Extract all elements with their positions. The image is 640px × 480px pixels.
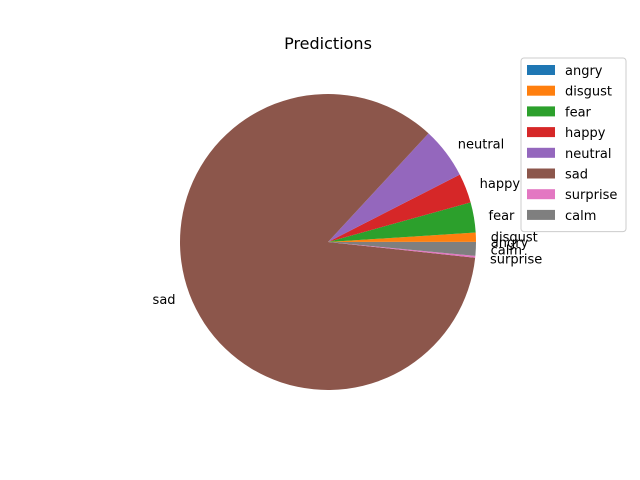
slice-label-surprise: surprise — [490, 252, 542, 267]
pie-slice-fear — [328, 202, 476, 242]
pie-slice-surprise — [328, 242, 476, 258]
slice-label-fear: fear — [489, 209, 516, 224]
legend-label-sad: sad — [565, 168, 588, 183]
legend-swatch-surprise — [527, 189, 555, 200]
legend-label-surprise: surprise — [565, 188, 617, 203]
pie-slice-happy — [328, 174, 471, 242]
legend-swatch-disgust — [527, 85, 555, 96]
slice-label-sad: sad — [153, 293, 176, 308]
legend-swatch-happy — [527, 127, 555, 138]
chart-title: Predictions — [284, 34, 372, 53]
legend-swatch-neutral — [527, 147, 555, 158]
slice-label-happy: happy — [480, 177, 521, 192]
pie-slice-disgust — [328, 232, 476, 242]
legend-swatch-angry — [527, 65, 555, 75]
legend-swatch-sad — [527, 168, 555, 179]
pie-slices — [179, 94, 476, 390]
legend-label-disgust: disgust — [565, 85, 612, 100]
legend-label-fear: fear — [565, 105, 592, 120]
legend-swatch-calm — [527, 209, 555, 220]
legend: angry disgust fear happy neutral sad surprise c… — [520, 57, 627, 233]
slice-label-angry: angry — [491, 236, 529, 251]
pie-slice-sad — [179, 94, 476, 390]
legend-swatch-fear — [527, 106, 555, 117]
legend-label-neutral: neutral — [565, 147, 612, 162]
legend-label-angry: angry — [565, 64, 603, 79]
slice-label-disgust: disgust — [491, 231, 538, 246]
legend-label-calm: calm — [565, 209, 596, 224]
slice-label-calm: calm — [491, 244, 522, 259]
pie-slice-neutral — [328, 133, 460, 242]
pie-slice-calm — [328, 242, 476, 256]
legend-frame — [520, 57, 627, 233]
slice-label-neutral: neutral — [458, 138, 505, 153]
legend-label-happy: happy — [565, 126, 606, 141]
